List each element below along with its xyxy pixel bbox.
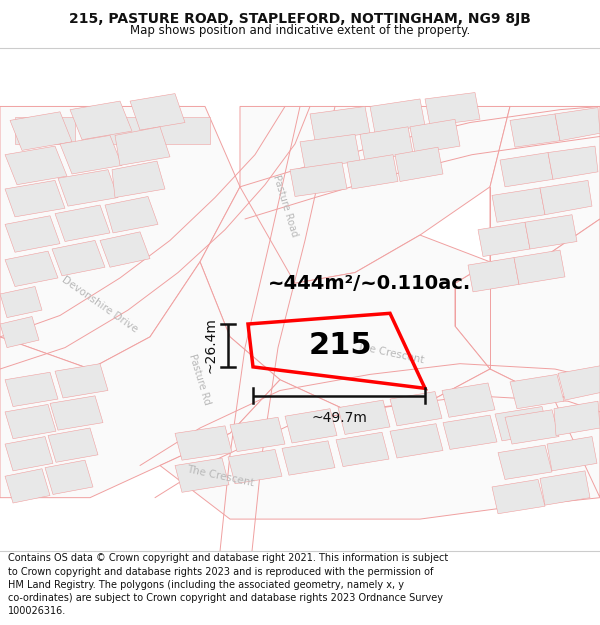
Polygon shape [442, 383, 495, 418]
Polygon shape [130, 94, 185, 130]
Polygon shape [0, 106, 240, 369]
Polygon shape [548, 146, 598, 179]
Text: ~26.4m: ~26.4m [203, 318, 217, 373]
Polygon shape [112, 161, 165, 198]
Polygon shape [52, 241, 105, 276]
Polygon shape [60, 136, 122, 174]
Text: Contains OS data © Crown copyright and database right 2021. This information is : Contains OS data © Crown copyright and d… [8, 554, 448, 616]
Polygon shape [0, 316, 39, 348]
Polygon shape [547, 437, 597, 471]
Polygon shape [468, 258, 519, 292]
Text: The Crescent: The Crescent [185, 464, 254, 488]
Polygon shape [5, 437, 53, 471]
Polygon shape [495, 406, 549, 441]
Text: ~444m²/~0.110ac.: ~444m²/~0.110ac. [268, 274, 472, 292]
Polygon shape [370, 99, 425, 133]
Polygon shape [455, 219, 600, 401]
Polygon shape [390, 391, 442, 426]
Polygon shape [514, 250, 565, 284]
Text: 215: 215 [308, 331, 372, 360]
Polygon shape [395, 147, 443, 181]
Polygon shape [5, 469, 50, 503]
Polygon shape [175, 458, 229, 492]
Text: 215, PASTURE ROAD, STAPLEFORD, NOTTINGHAM, NG9 8JB: 215, PASTURE ROAD, STAPLEFORD, NOTTINGHA… [69, 12, 531, 26]
Polygon shape [160, 369, 600, 519]
Polygon shape [0, 286, 42, 318]
Polygon shape [525, 215, 577, 249]
Polygon shape [5, 216, 60, 252]
Polygon shape [155, 117, 210, 144]
Polygon shape [540, 181, 592, 215]
Polygon shape [347, 154, 398, 189]
Polygon shape [230, 418, 285, 452]
Polygon shape [555, 107, 600, 141]
Polygon shape [50, 396, 103, 430]
Polygon shape [5, 404, 56, 439]
Polygon shape [228, 449, 282, 484]
Polygon shape [70, 101, 132, 139]
Polygon shape [554, 401, 600, 436]
Polygon shape [300, 134, 360, 169]
Polygon shape [500, 152, 553, 187]
Polygon shape [5, 372, 58, 406]
Polygon shape [492, 188, 545, 222]
Polygon shape [478, 222, 530, 256]
Polygon shape [390, 424, 443, 458]
Polygon shape [5, 181, 65, 217]
Polygon shape [443, 415, 497, 449]
Polygon shape [45, 460, 93, 494]
Polygon shape [5, 251, 58, 286]
Text: Pasture Rd: Pasture Rd [188, 353, 212, 406]
Text: Devonshire Drive: Devonshire Drive [60, 275, 140, 335]
Polygon shape [510, 114, 560, 147]
Polygon shape [490, 106, 600, 262]
Polygon shape [310, 106, 370, 141]
Text: ~49.7m: ~49.7m [311, 411, 367, 425]
Polygon shape [540, 471, 590, 505]
Polygon shape [282, 441, 335, 475]
Polygon shape [15, 117, 75, 144]
Polygon shape [115, 127, 170, 166]
Polygon shape [48, 428, 98, 462]
Polygon shape [105, 196, 158, 233]
Polygon shape [498, 445, 552, 479]
Polygon shape [5, 146, 67, 185]
Polygon shape [492, 479, 545, 514]
Polygon shape [336, 432, 389, 467]
Text: Map shows position and indicative extent of the property.: Map shows position and indicative extent… [130, 24, 470, 37]
Text: Pasture Road: Pasture Road [271, 174, 299, 238]
Polygon shape [55, 205, 110, 241]
Polygon shape [85, 117, 145, 144]
Polygon shape [505, 410, 559, 444]
Polygon shape [100, 232, 150, 268]
Polygon shape [360, 127, 413, 161]
Polygon shape [510, 374, 564, 409]
Polygon shape [285, 409, 337, 443]
Polygon shape [558, 366, 600, 400]
Polygon shape [58, 169, 118, 206]
Polygon shape [240, 106, 510, 283]
Polygon shape [425, 92, 480, 126]
Polygon shape [55, 364, 108, 398]
Polygon shape [290, 162, 347, 196]
Polygon shape [555, 380, 600, 498]
Polygon shape [410, 119, 460, 154]
Polygon shape [175, 426, 232, 460]
Polygon shape [200, 187, 490, 412]
Polygon shape [338, 400, 390, 434]
Text: The Crescent: The Crescent [355, 341, 425, 365]
Polygon shape [0, 262, 280, 498]
Polygon shape [10, 112, 72, 151]
